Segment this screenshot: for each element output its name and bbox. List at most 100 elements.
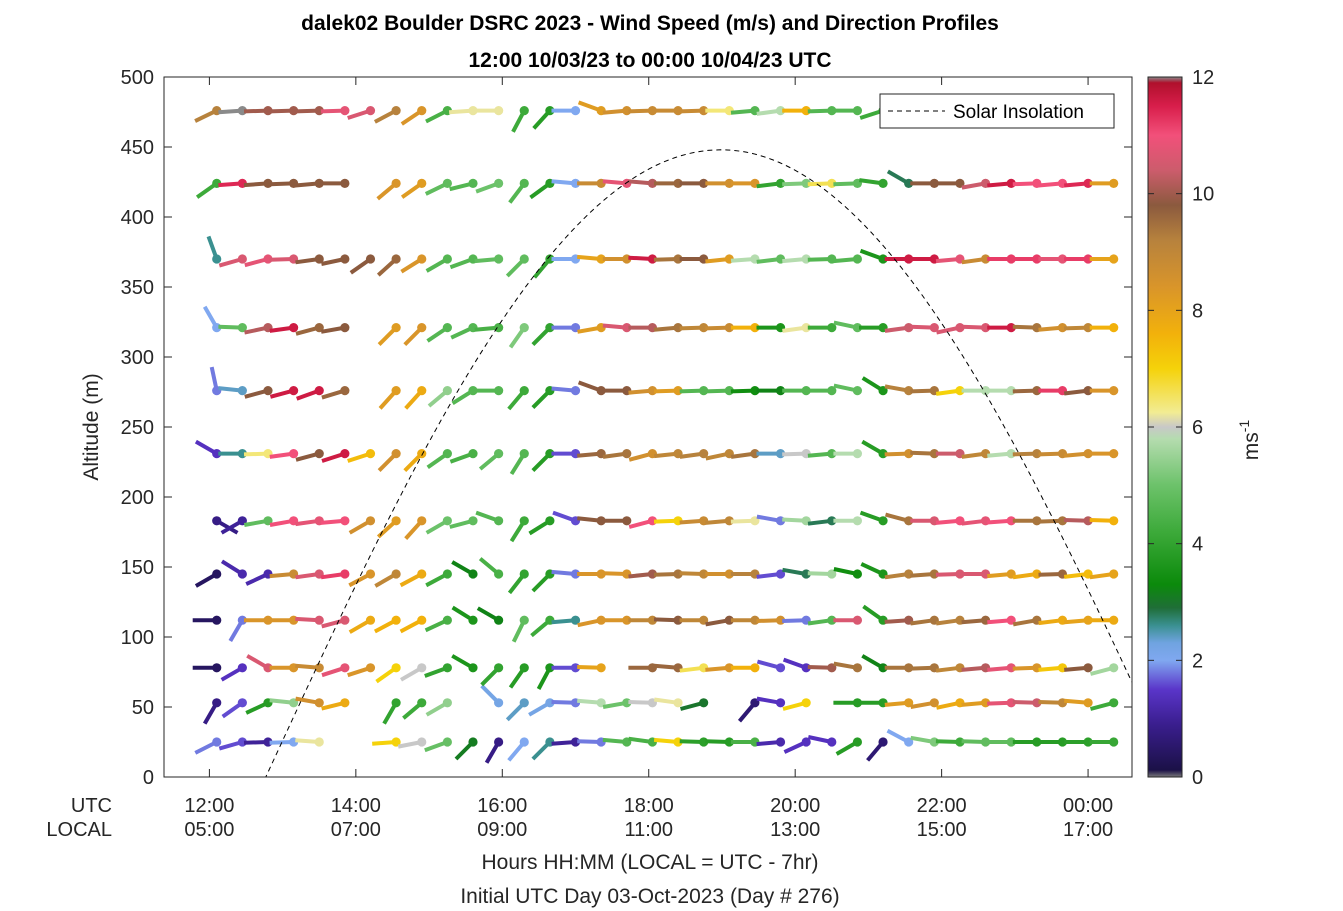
wind-barb-dot [494, 254, 504, 264]
wind-barb [835, 737, 863, 756]
wind-barb [475, 510, 504, 526]
wind-barb [218, 106, 247, 116]
x-row-label-utc: UTC [71, 795, 112, 817]
wind-barb [756, 569, 786, 579]
wind-barb [782, 178, 811, 188]
wind-barb [807, 735, 837, 747]
wind-barb [347, 663, 376, 678]
wind-barb [551, 663, 581, 673]
wind-barb [295, 696, 324, 708]
wind-barb [935, 737, 965, 747]
wind-barb-dot [314, 663, 324, 673]
wind-barb [1038, 737, 1068, 747]
wind-barb [1064, 178, 1093, 188]
wind-barb [782, 657, 811, 673]
wind-barb [782, 386, 811, 396]
wind-barb [859, 698, 888, 708]
wind-barb [910, 178, 939, 188]
wind-barb [480, 684, 504, 708]
wind-barb-dot [212, 254, 222, 264]
wind-barb [375, 663, 401, 684]
wind-barb [269, 516, 299, 527]
wind-barb [1012, 698, 1042, 708]
wind-barb [508, 663, 529, 689]
wind-barb [884, 449, 914, 459]
wind-barb [509, 516, 529, 543]
wind-barb-dot [391, 449, 401, 459]
wind-barb [807, 516, 837, 526]
wind-barb-dot [494, 516, 504, 526]
wind-barb-dot [1006, 516, 1016, 526]
wind-barb [653, 254, 683, 264]
wind-barb [756, 659, 786, 673]
wind-barb-dot [519, 663, 529, 673]
wind-barb [194, 737, 222, 755]
solar-insolation-curve [164, 149, 1132, 777]
wind-barb-dot [212, 698, 222, 708]
wind-barb-dot [545, 254, 555, 264]
wind-barb-dot [519, 737, 529, 747]
wind-barb [347, 106, 376, 120]
wind-barb [321, 449, 350, 463]
wind-barb-dot [827, 106, 837, 116]
wind-barb-dot [801, 737, 811, 747]
wind-barb [756, 615, 786, 625]
wind-barb [551, 106, 581, 116]
wind-barb-dot [340, 254, 350, 264]
wind-barb [654, 178, 683, 188]
wind-barb-dot [494, 323, 504, 333]
wind-barb [551, 449, 581, 459]
wind-barb [961, 386, 991, 396]
wind-barb [243, 516, 273, 527]
wind-barb [269, 178, 299, 188]
wind-barb-dot [596, 615, 606, 625]
wind-barb [935, 569, 965, 579]
wind-barb [1012, 254, 1042, 264]
wind-barb-dot [827, 323, 837, 333]
wind-barb [551, 698, 581, 708]
wind-barb [508, 323, 529, 349]
wind-barb [987, 254, 1016, 264]
wind-barb-dot [442, 615, 452, 625]
wind-barb-dot [724, 737, 734, 747]
wind-barb [426, 323, 452, 343]
wind-barb [859, 178, 888, 188]
wind-barb [399, 569, 427, 588]
wind-barb [935, 663, 965, 673]
wind-barb [243, 737, 273, 747]
wind-barb [269, 386, 299, 399]
wind-barb [1063, 386, 1093, 396]
wind-barb-dot [724, 323, 734, 333]
wind-barb [577, 449, 606, 459]
wind-barb-dot [494, 386, 504, 396]
wind-barb [321, 615, 350, 629]
wind-barb [782, 449, 811, 459]
wind-barb [478, 449, 504, 471]
wind-barb-dot [519, 615, 529, 625]
wind-barb-dot [801, 698, 811, 708]
wind-barb [935, 449, 965, 459]
wind-barb [320, 516, 350, 526]
wind-barb-dot [468, 615, 478, 625]
wind-barb [987, 663, 1016, 673]
wind-barb-dot [596, 663, 606, 673]
wind-barb [1089, 178, 1119, 188]
wind-barb [705, 106, 734, 116]
wind-barb-dot [212, 737, 222, 747]
wind-barb [987, 386, 1016, 396]
wind-barb [807, 254, 837, 264]
wind-barb [530, 615, 555, 638]
wind-barb [475, 178, 504, 194]
wind-barb-dot [365, 449, 376, 459]
wind-barb [1038, 698, 1068, 708]
wind-barb-dot [1083, 698, 1093, 708]
wind-barb-dot [468, 737, 478, 747]
colorbar-tick-label: 2 [1192, 650, 1203, 672]
wind-barb-dot [494, 106, 504, 116]
wind-barb-dot [237, 569, 247, 579]
wind-barb [628, 323, 657, 333]
wind-barb [859, 323, 888, 333]
wind-barb [807, 386, 837, 396]
wind-barb [269, 569, 299, 579]
wind-barb-dot [417, 516, 427, 526]
